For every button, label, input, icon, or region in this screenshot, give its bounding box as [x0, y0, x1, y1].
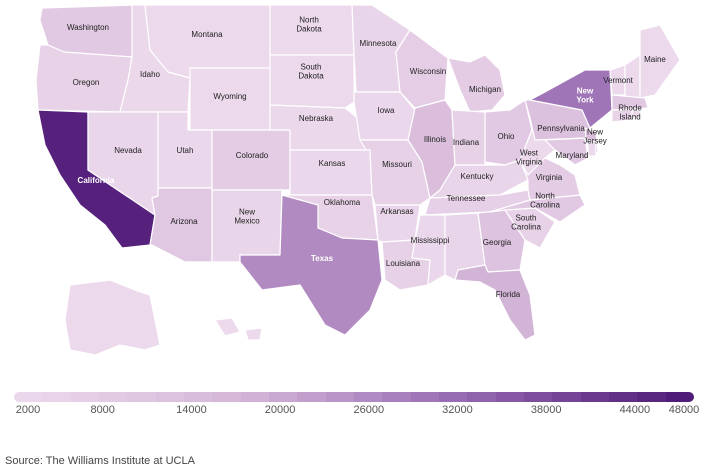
state-wi	[395, 29, 449, 109]
legend-swatch	[70, 392, 100, 402]
state-label-tn: Tennessee	[447, 194, 486, 203]
state-label-ok: Oklahoma	[324, 198, 361, 207]
state-co	[211, 129, 291, 191]
state-label-ga: Georgia	[483, 238, 512, 247]
state-label-nm: New Mexico	[234, 208, 260, 226]
legend-tick-label: 14000	[176, 404, 207, 416]
state-label-sd: South Dakota	[298, 63, 324, 81]
state-label-fl: Florida	[496, 290, 521, 299]
legend-tick-label: 20000	[264, 404, 296, 416]
state-ms	[411, 214, 446, 286]
legend-swatch	[184, 392, 213, 402]
state-ks	[289, 149, 373, 196]
state-ia	[353, 91, 416, 141]
legend-tick-label: 8000	[90, 404, 115, 416]
color-scale-legend: 2000 8000 14000 20000 26000 32000 38000 44000 48…	[14, 392, 708, 422]
legend-tick-label: 26000	[353, 404, 385, 416]
legend-swatch	[99, 392, 128, 402]
state-me	[639, 24, 681, 99]
state-label-pa: Pennsylvania	[537, 124, 585, 133]
state-label-ky: Kentucky	[461, 172, 494, 181]
state-label-ms: Mississippi	[411, 236, 450, 245]
legend-tick-label: 44000	[619, 404, 651, 416]
state-label-me: Maine	[644, 55, 666, 64]
legend-swatch	[495, 392, 525, 402]
state-de	[587, 139, 597, 157]
state-label-mt: Montana	[191, 30, 223, 39]
state-label-tx: Texas	[311, 254, 334, 263]
legend-swatch	[42, 392, 72, 402]
legend-swatch	[637, 392, 667, 402]
state-ak	[64, 279, 161, 356]
legend-swatch	[410, 392, 440, 402]
state-fl	[454, 264, 536, 341]
legend-tick-label: 32000	[442, 404, 473, 416]
state-label-nc: North Carolina	[530, 192, 560, 210]
legend-swatch	[297, 392, 327, 402]
state-label-mi: Michigan	[469, 85, 501, 94]
legend-swatch	[269, 392, 298, 402]
state-mi	[447, 54, 506, 113]
state-ma	[611, 94, 649, 111]
state-label-or: Oregon	[73, 78, 100, 87]
us-choropleth-map: Washington Oregon California Idaho Nevada Mon…	[35, 4, 681, 356]
state-label-ri: Rhode Island	[618, 104, 642, 122]
state-label-ca: California	[78, 176, 115, 185]
legend-swatch	[609, 392, 638, 402]
legend-tick-label: 38000	[530, 404, 562, 416]
state-label-nd: North Dakota	[296, 16, 322, 34]
legend-swatch	[240, 392, 270, 402]
state-label-wv: West Virginia	[516, 149, 543, 167]
state-label-wa: Washington	[67, 23, 109, 32]
state-nm	[211, 189, 283, 263]
state-label-sc: South Carolina	[511, 214, 541, 232]
state-hi	[214, 317, 263, 341]
state-label-ks: Kansas	[319, 159, 346, 168]
legend-swatch	[354, 392, 383, 402]
state-label-mn: Minnesota	[360, 39, 397, 48]
state-label-wi: Wisconsin	[410, 67, 446, 76]
legend-swatch	[155, 392, 185, 402]
source-note: Source: The Williams Institute at UCLA	[5, 455, 195, 467]
state-ny	[529, 69, 613, 129]
legend-swatch	[212, 392, 242, 402]
state-label-ne: Nebraska	[299, 114, 334, 123]
legend-swatch	[552, 392, 582, 402]
state-label-va: Virginia	[536, 173, 563, 182]
state-label-md: Maryland	[556, 151, 589, 160]
legend-swatch	[467, 392, 497, 402]
state-md	[544, 137, 589, 166]
legend-swatch	[382, 392, 412, 402]
state-label-ar: Arkansas	[380, 207, 413, 216]
legend-swatch	[325, 392, 355, 402]
state-label-nj: New Jersey	[583, 128, 607, 146]
legend-swatch	[524, 392, 553, 402]
state-label-ut: Utah	[177, 146, 194, 155]
state-ct	[611, 109, 633, 123]
state-label-id: Idaho	[140, 70, 161, 79]
state-mt	[144, 4, 271, 79]
state-label-az: Arizona	[170, 217, 198, 226]
state-sd	[269, 54, 355, 109]
state-label-co: Colorado	[236, 151, 269, 160]
state-tx	[239, 194, 383, 336]
state-label-ia: Iowa	[378, 106, 395, 115]
legend-swatch	[665, 392, 695, 402]
legend-swatch	[439, 392, 468, 402]
state-label-wy: Wyoming	[213, 92, 246, 101]
legend-swatch	[127, 392, 157, 402]
legend-tick-label: 2000	[15, 404, 41, 416]
state-label-vt: Vermont	[603, 76, 634, 85]
legend-swatch	[14, 392, 43, 402]
state-label-la: Louisiana	[386, 259, 421, 268]
legend-swatch	[580, 392, 610, 402]
legend-tick-label: 48000	[668, 404, 700, 416]
state-label-nv: Nevada	[114, 146, 142, 155]
state-label-mo: Missouri	[382, 160, 412, 169]
state-label-il: Illinois	[424, 135, 446, 144]
state-label-in: Indiana	[453, 138, 480, 147]
state-label-ny: New York	[576, 87, 594, 105]
state-label-oh: Ohio	[498, 132, 515, 141]
